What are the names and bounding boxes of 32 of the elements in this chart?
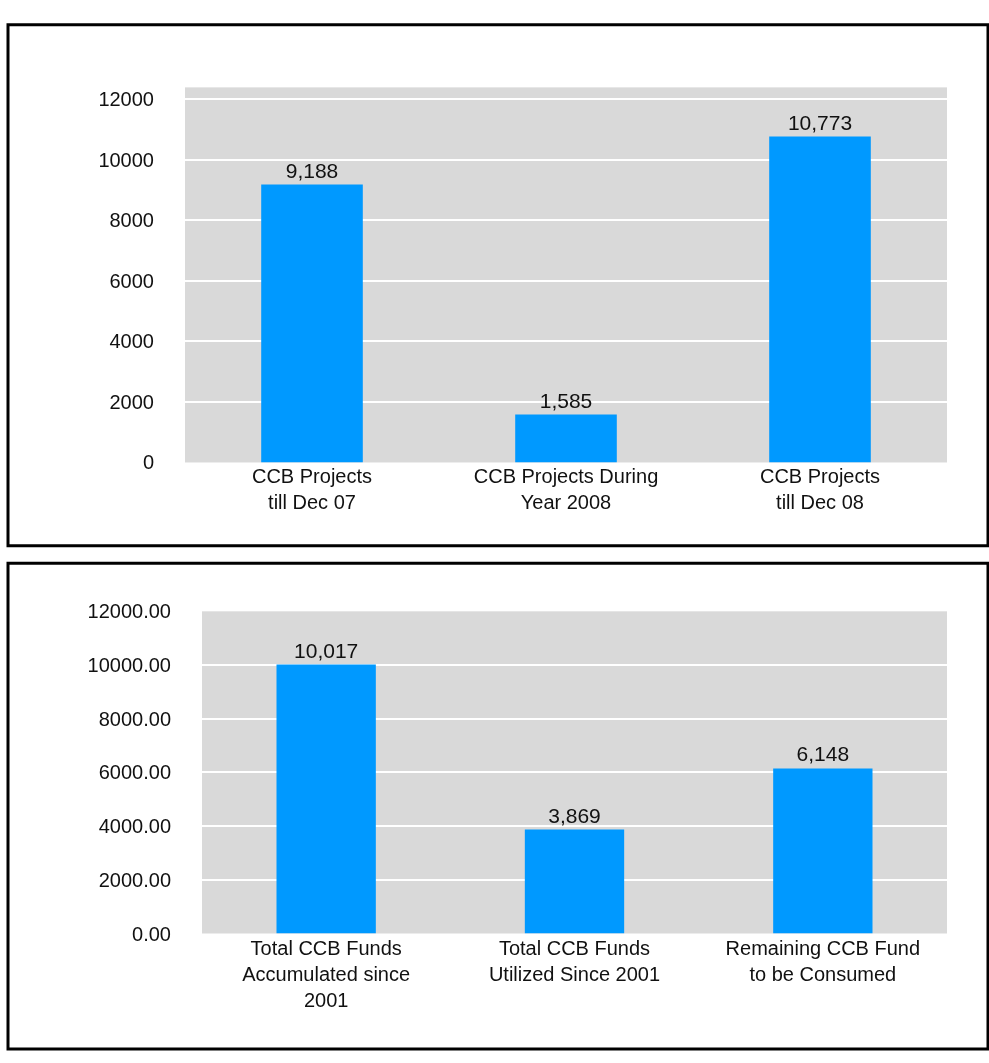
- y-tick-label: 4000.00: [98, 815, 171, 838]
- y-tick-label: 6000.00: [98, 761, 171, 784]
- y-tick-label: 4000: [109, 330, 154, 353]
- x-tick-label: CCB Projects till Dec 07: [251, 465, 373, 514]
- bar: [276, 664, 376, 934]
- x-tick-label: Remaining CCB Fund to be Consumed: [725, 936, 921, 985]
- data-label: 10,017: [294, 638, 359, 662]
- data-label: 3,869: [548, 803, 601, 827]
- bar: [773, 768, 873, 934]
- x-tick-label: Total CCB Funds Accumulated since 2001: [242, 936, 411, 1011]
- data-label: 1,585: [539, 388, 593, 412]
- y-tick-label: 0: [142, 451, 154, 474]
- bar: [515, 414, 617, 463]
- bar: [261, 184, 363, 463]
- data-label: 9,188: [285, 158, 339, 182]
- data-label: 6,148: [796, 742, 850, 766]
- x-tick-label: Total CCB Funds Utilized Since 2001: [488, 936, 661, 985]
- y-tick-label: 10000.00: [87, 654, 171, 677]
- y-tick-label: 8000.00: [98, 707, 171, 730]
- y-tick-label: 2000: [109, 390, 154, 413]
- y-tick-label: 10000: [98, 148, 154, 171]
- bar: [769, 136, 871, 463]
- y-tick-label: 2000.00: [98, 868, 171, 891]
- data-label: 10,773: [787, 110, 853, 134]
- x-tick-label: CCB Projects till Dec 08: [759, 465, 881, 514]
- y-tick-label: 12000.00: [87, 600, 171, 623]
- y-tick-label: 8000: [109, 209, 154, 232]
- y-tick-label: 6000: [109, 269, 154, 292]
- bar: [524, 829, 625, 934]
- x-tick-label: CCB Projects During Year 2008: [473, 465, 659, 514]
- y-tick-label: 12000: [98, 88, 154, 111]
- y-tick-label: 0.00: [132, 922, 171, 945]
